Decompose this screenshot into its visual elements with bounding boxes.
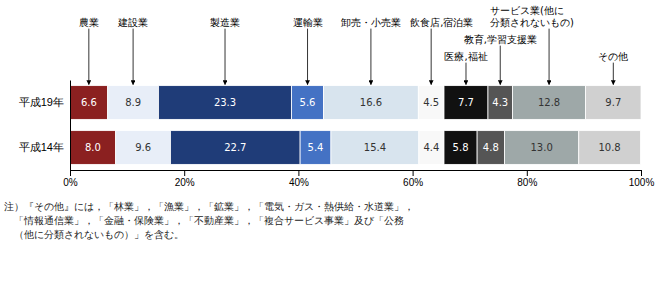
tick-label: 0% [63,177,78,188]
tick: 100% [629,170,655,188]
annotation-arrow [307,29,308,85]
data-label: 4.3 [492,97,508,108]
data-label: 6.6 [81,97,97,108]
tick-mark [298,170,299,176]
annotation: 教育,学習支援業 [464,34,537,45]
data-label: 5.4 [308,142,324,153]
tick-label: 20% [175,177,195,188]
tick-mark [184,170,185,176]
data-label: 4.8 [483,142,499,153]
data-label: 23.3 [214,97,236,108]
data-label: 5.8 [453,142,469,153]
tick: 平成14年 [19,141,70,153]
tick-label: 平成19年 [19,96,64,108]
tick-label: 100% [629,177,655,188]
data-label: 9.6 [135,142,151,153]
bar-segment [70,131,116,165]
data-label: 16.6 [360,97,382,108]
annotations: 農業 建設業 製造業 運輸業 卸売・小売業飲食店,宿泊業医療,福祉 教育,学習支援業 サービ… [79,5,628,85]
chart: 6.6 8.0 8.9 9.6 23.3 22.7 5.6 5.4 16.6 15.4 4.5 4.4… [0,0,656,294]
tick-label: 80% [517,177,537,188]
annotation: その他 [598,51,628,62]
data-label: 12.8 [538,97,560,108]
note: 注）『その他』には，「林業」，「漁業」，「鉱業」，「電気・ガス・熱供給・水道業」… [4,201,414,240]
annotation: 製造業 [210,17,240,28]
bar-segment [418,86,444,120]
annotation-arrow [370,29,371,85]
data-label: 7.7 [458,97,474,108]
tick-mark [641,170,642,176]
bar-segment [108,86,159,120]
annotation: 卸売・小売業 [341,17,401,28]
data-label: 8.9 [125,97,141,108]
note-line: 「情報通信業」，「金融・保険業」，「不動産業」，「複合サービス事業」及び「公務 [4,215,404,226]
data-label: 10.8 [598,142,620,153]
bar-segment [505,131,579,165]
tick: 80% [517,170,537,188]
annotation-arrow [88,29,89,85]
data-labels: 6.6 8.0 8.9 9.6 23.3 22.7 5.6 5.4 16.6 15.4 4.5 4.4… [81,97,621,153]
bar-segment [170,131,300,165]
annotation: 飲食店,宿泊業 [410,17,473,28]
annotation-arrow [431,29,432,85]
tick: 20% [175,170,195,188]
x-axis: 0% 20% 40% 60% 80% 100% [63,170,654,188]
data-label: 9.7 [605,97,621,108]
data-label: 13.0 [531,142,553,153]
tick-mark [70,170,71,176]
bars [70,86,641,165]
annotation-arrow [465,63,466,85]
bar-segment [513,86,586,120]
data-label: 22.7 [224,142,246,153]
axis-line [71,171,642,177]
data-label: 15.4 [364,142,386,153]
bar-segment [331,131,419,165]
bar-segment [444,86,488,120]
tick: 60% [403,170,423,188]
bar-segment [292,86,324,120]
bar-segment [579,131,641,165]
annotation-arrow [613,63,614,85]
bar-segment [586,86,641,120]
bar-segment [70,86,108,120]
data-label: 4.5 [423,97,439,108]
data-label: 4.4 [423,142,439,153]
tick: 40% [289,170,309,188]
bar-segment [488,86,513,120]
tick: 平成19年 [19,96,70,108]
tick-mark [527,170,528,176]
annotation: 運輸業 [293,17,323,28]
annotation: 医療,福祉 [444,51,487,62]
annotation-arrow [549,29,550,85]
bar-segment [300,131,331,165]
bar-segment [116,131,171,165]
bar-segment [324,86,419,120]
bar-segment [444,131,477,165]
tick-label: 60% [403,177,423,188]
tick: 0% [63,170,78,188]
tick-label: 40% [289,177,309,188]
annotation-arrow [133,29,134,85]
note-line: （他に分類されないもの）」を含む。 [4,229,184,240]
data-label: 8.0 [85,142,101,153]
bar-segment [159,86,292,120]
annotation: 建設業 [117,17,148,28]
note-line: 注）『その他』には，「林業」，「漁業」，「鉱業」，「電気・ガス・熱供給・水道業」… [4,201,414,212]
bar-segment [477,131,504,165]
data-label: 5.6 [300,97,316,108]
tick-label: 平成14年 [19,141,64,153]
annotation: サービス業(他に分類されないもの) [490,5,574,28]
annotation-arrow [500,46,501,85]
y-axis: 平成19年平成14年 [19,81,71,171]
tick-mark [413,170,414,176]
annotation: 農業 [79,17,99,28]
annotation-arrow [225,29,226,85]
bar-segment [419,131,444,165]
axis-line [70,81,71,171]
